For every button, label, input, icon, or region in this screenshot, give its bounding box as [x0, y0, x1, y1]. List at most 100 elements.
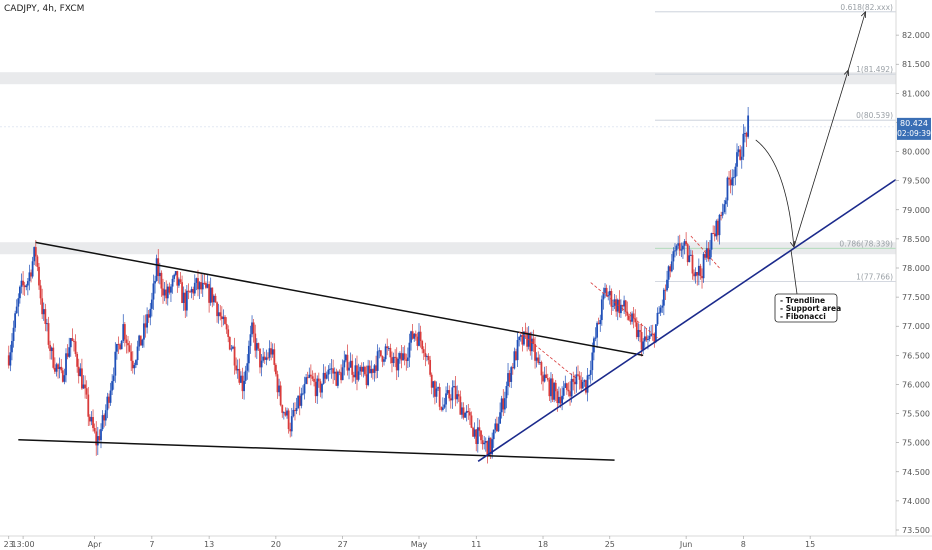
- candle-body: [484, 440, 487, 443]
- candle-body: [101, 415, 104, 430]
- candle-body: [362, 366, 365, 372]
- candle-body: [688, 255, 691, 263]
- candle-body: [610, 291, 613, 307]
- projection-rise-arrow[interactable]: [793, 69, 849, 248]
- candle-body: [742, 133, 745, 157]
- candle-body: [548, 379, 551, 397]
- candle-body: [313, 378, 315, 382]
- candle-body: [179, 279, 182, 283]
- candle-body: [637, 330, 640, 338]
- candle-body: [634, 318, 637, 323]
- candle-body: [55, 364, 58, 372]
- candle-body: [465, 410, 468, 413]
- candle-body: [49, 344, 52, 352]
- candle-body: [650, 333, 653, 337]
- candle-body: [508, 373, 511, 382]
- channel-dash-1[interactable]: [518, 331, 577, 379]
- candle-body: [85, 388, 88, 395]
- candle-body: [516, 340, 519, 361]
- candle-body: [422, 349, 425, 353]
- candle-body: [483, 442, 486, 445]
- candle-body: [740, 156, 743, 160]
- ascending-trendline[interactable]: [477, 178, 897, 462]
- candle-body: [68, 347, 71, 357]
- candle-body: [44, 309, 47, 324]
- candle-body: [149, 308, 152, 318]
- candle-body: [689, 254, 692, 256]
- candle-body: [448, 390, 451, 399]
- candle-body: [284, 412, 287, 416]
- wedge-lower-line[interactable]: [18, 439, 615, 461]
- candle-body: [674, 250, 676, 252]
- candle-body: [268, 348, 271, 358]
- candle-body: [371, 369, 374, 373]
- candle-body: [343, 360, 346, 368]
- candle-body: [127, 343, 129, 346]
- candle-body: [200, 282, 203, 290]
- candle-body: [521, 335, 524, 345]
- candle-body: [289, 429, 292, 432]
- candle-body: [612, 305, 614, 307]
- candle-body: [391, 357, 393, 364]
- candle-body: [305, 377, 308, 384]
- candle-body: [154, 280, 156, 284]
- annotation-callout[interactable]: - Trendline - Support area - Fibonacci: [774, 249, 841, 323]
- candle-body: [441, 407, 444, 410]
- candle-body: [445, 393, 447, 405]
- channel-dash-2[interactable]: [590, 282, 658, 339]
- candle-body: [241, 375, 244, 392]
- candle-body: [589, 370, 592, 375]
- candle-body: [384, 346, 387, 360]
- candle-body: [354, 365, 357, 378]
- price-tick: 76.000: [902, 380, 930, 389]
- candle-body: [71, 338, 74, 341]
- projection-rise-arrow-2[interactable]: [847, 11, 866, 71]
- candle-body: [513, 351, 516, 369]
- price-axis[interactable]: [896, 0, 932, 536]
- candle-body: [747, 115, 750, 137]
- price-tick: 78.500: [902, 235, 930, 244]
- candle-body: [627, 315, 630, 320]
- candle-body: [713, 233, 716, 237]
- candle-body: [473, 429, 476, 437]
- arrowhead-mid: [843, 69, 850, 77]
- candle-body: [481, 440, 484, 445]
- candle-body: [573, 381, 576, 385]
- wedge-upper-line[interactable]: [35, 241, 644, 357]
- candle-body: [414, 333, 417, 337]
- candle-body: [69, 338, 72, 348]
- candle-body: [632, 313, 635, 319]
- candlestick-series: [7, 107, 750, 464]
- channel-dash-3[interactable]: [690, 235, 720, 269]
- candle-body: [333, 371, 336, 374]
- candle-body: [658, 312, 660, 314]
- candle-body: [640, 332, 643, 350]
- candle-body: [661, 305, 664, 308]
- candle-body: [12, 327, 15, 342]
- chart-title: CADJPY, 4h, FXCM: [4, 4, 84, 14]
- candle-body: [702, 254, 705, 279]
- candle-body: [257, 343, 260, 349]
- projection-drop-arrow[interactable]: [755, 139, 795, 248]
- candle-body: [724, 200, 727, 205]
- candle-body: [41, 298, 44, 315]
- candle-body: [526, 332, 529, 347]
- fib-label-1: 1(81.492): [856, 65, 893, 74]
- time-axis[interactable]: [0, 536, 896, 550]
- support-zones: [0, 72, 896, 255]
- candle-body: [494, 423, 497, 430]
- candle-body: [52, 347, 55, 368]
- price-tick: 79.000: [902, 206, 930, 215]
- candle-body: [488, 437, 490, 457]
- candle-body: [225, 323, 228, 330]
- candle-body: [648, 336, 651, 340]
- price-tick: 78.000: [902, 264, 930, 273]
- candle-body: [519, 335, 522, 337]
- candle-body: [368, 365, 371, 374]
- candle-body: [251, 322, 253, 335]
- candle-body: [227, 329, 230, 337]
- candle-body: [608, 291, 611, 296]
- candle-body: [286, 410, 288, 416]
- candle-body: [583, 380, 586, 382]
